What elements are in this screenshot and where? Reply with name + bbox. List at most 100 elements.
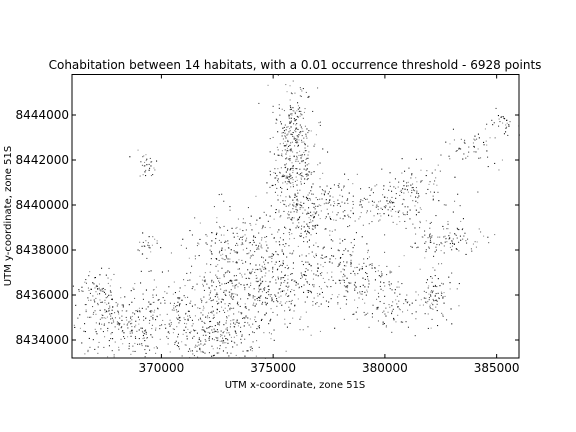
scatter-point [316, 254, 317, 255]
scatter-point [286, 172, 287, 173]
scatter-point [139, 242, 140, 243]
scatter-point [419, 221, 420, 222]
scatter-point [317, 199, 318, 200]
scatter-point [282, 265, 283, 266]
scatter-point [280, 172, 281, 173]
scatter-point [111, 279, 112, 280]
scatter-point [428, 328, 429, 329]
scatter-point [283, 244, 284, 245]
scatter-point [244, 274, 245, 275]
scatter-point [335, 258, 336, 259]
scatter-point [381, 273, 382, 274]
scatter-point [381, 208, 382, 209]
scatter-point [282, 200, 283, 201]
scatter-point [437, 192, 438, 193]
scatter-point [292, 223, 293, 224]
scatter-point [142, 338, 143, 339]
scatter-point [383, 189, 384, 190]
scatter-point [290, 130, 291, 131]
scatter-point [398, 281, 399, 282]
scatter-point [389, 304, 390, 305]
scatter-point [299, 319, 300, 320]
scatter-point [178, 334, 179, 335]
scatter-point [104, 325, 105, 326]
scatter-point [349, 225, 350, 226]
scatter-point [273, 172, 274, 173]
scatter-point [290, 323, 291, 324]
scatter-point [288, 211, 289, 212]
scatter-point [307, 297, 308, 298]
scatter-point [120, 297, 121, 298]
scatter-point [118, 349, 119, 350]
scatter-point [441, 283, 442, 284]
scatter-point [234, 250, 235, 251]
scatter-point [277, 314, 278, 315]
scatter-point [121, 326, 122, 327]
scatter-point [380, 282, 381, 283]
scatter-point [141, 343, 142, 344]
scatter-point [277, 269, 278, 270]
scatter-point [256, 281, 257, 282]
scatter-point [445, 142, 446, 143]
scatter-point [206, 328, 207, 329]
scatter-point [390, 186, 391, 187]
y-tick-label: 8440000 [16, 198, 69, 212]
scatter-point [283, 176, 284, 177]
scatter-point [159, 328, 160, 329]
scatter-point [138, 324, 139, 325]
scatter-point [297, 226, 298, 227]
scatter-point [389, 201, 390, 202]
scatter-point [378, 307, 379, 308]
scatter-point [473, 146, 474, 147]
scatter-point [457, 238, 458, 239]
scatter-point [429, 297, 430, 298]
scatter-point [295, 285, 296, 286]
scatter-point [245, 234, 246, 235]
scatter-point [460, 236, 461, 237]
scatter-point [345, 296, 346, 297]
scatter-point [398, 216, 399, 217]
scatter-point [478, 158, 479, 159]
scatter-point [226, 283, 227, 284]
scatter-point [246, 229, 247, 230]
scatter-point [396, 303, 397, 304]
scatter-point [390, 288, 391, 289]
scatter-point [245, 222, 246, 223]
scatter-point [94, 349, 95, 350]
scatter-point [212, 338, 213, 339]
scatter-point [105, 294, 106, 295]
scatter-point [145, 330, 146, 331]
scatter-point [214, 329, 215, 330]
scatter-point [306, 170, 307, 171]
scatter-point [457, 288, 458, 289]
scatter-point [194, 289, 195, 290]
scatter-point [432, 319, 433, 320]
scatter-point [100, 328, 101, 329]
scatter-point [242, 334, 243, 335]
scatter-point [343, 187, 344, 188]
scatter-point [216, 234, 217, 235]
scatter-point [261, 246, 262, 247]
scatter-point [222, 254, 223, 255]
scatter-point [340, 308, 341, 309]
scatter-point [146, 338, 147, 339]
scatter-point [316, 211, 317, 212]
scatter-point [160, 247, 161, 248]
scatter-point [305, 262, 306, 263]
scatter-point [429, 235, 430, 236]
scatter-point [272, 299, 273, 300]
scatter-point [256, 340, 257, 341]
scatter-point [302, 135, 303, 136]
scatter-point [380, 276, 381, 277]
scatter-point [328, 302, 329, 303]
scatter-point [383, 290, 384, 291]
scatter-point [389, 281, 390, 282]
scatter-point [356, 312, 357, 313]
scatter-point [445, 238, 446, 239]
scatter-point [407, 310, 408, 311]
scatter-point [313, 203, 314, 204]
scatter-point [290, 168, 291, 169]
scatter-point [483, 142, 484, 143]
scatter-point [295, 113, 296, 114]
scatter-point [384, 197, 385, 198]
